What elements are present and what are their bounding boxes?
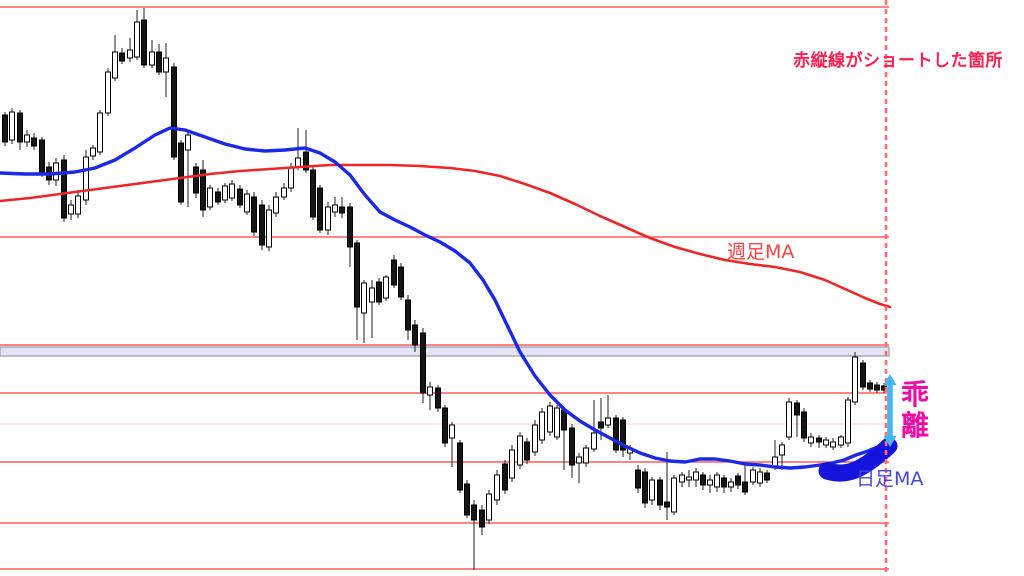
candles <box>2 8 887 570</box>
resistance-band <box>0 346 890 357</box>
ma-line <box>0 163 892 309</box>
ma-highlight-stroke <box>818 437 898 482</box>
divergence-arrow <box>883 374 897 447</box>
support-resistance-lines <box>0 6 889 570</box>
ma-line <box>0 126 892 470</box>
moving-averages <box>0 126 892 470</box>
